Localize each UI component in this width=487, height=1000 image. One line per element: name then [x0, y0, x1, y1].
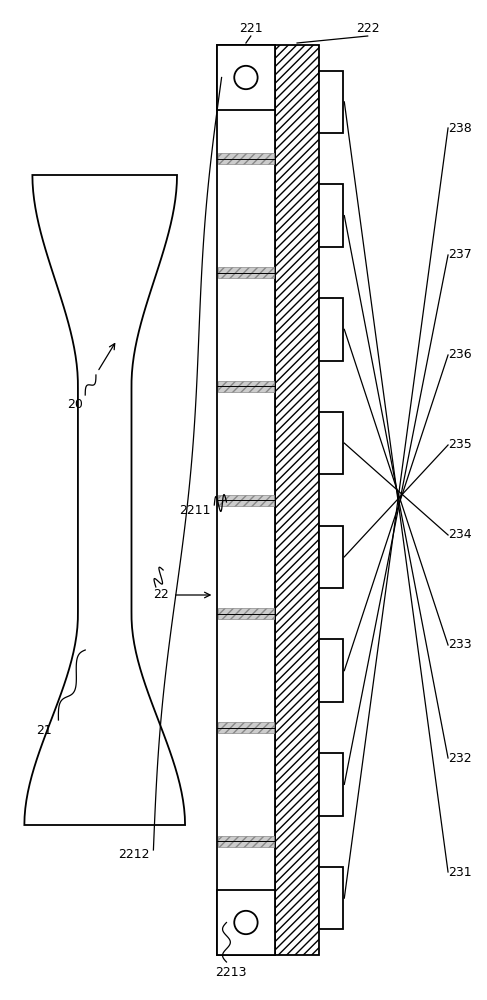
- Ellipse shape: [234, 911, 258, 934]
- Bar: [218, 267, 274, 278]
- Text: 222: 222: [356, 21, 379, 34]
- Bar: [319, 526, 343, 588]
- Text: 236: 236: [449, 349, 472, 361]
- Bar: [218, 836, 274, 847]
- Text: 21: 21: [36, 724, 52, 736]
- Bar: [319, 71, 343, 133]
- Text: 22: 22: [153, 588, 169, 601]
- Bar: [319, 753, 343, 816]
- Bar: [217, 45, 275, 110]
- Bar: [217, 45, 275, 955]
- Bar: [319, 412, 343, 474]
- Bar: [218, 722, 274, 733]
- Bar: [218, 608, 274, 619]
- Bar: [319, 867, 343, 929]
- Bar: [217, 890, 275, 955]
- Text: 233: 233: [449, 639, 472, 652]
- Text: 221: 221: [239, 21, 262, 34]
- Polygon shape: [24, 175, 185, 825]
- Bar: [319, 184, 343, 247]
- Text: 2212: 2212: [118, 848, 150, 861]
- Ellipse shape: [234, 66, 258, 89]
- Text: 238: 238: [449, 121, 472, 134]
- Text: 237: 237: [449, 248, 472, 261]
- Text: 2213: 2213: [216, 966, 247, 978]
- Bar: [218, 153, 274, 164]
- Text: 235: 235: [449, 438, 472, 452]
- Bar: [275, 45, 319, 955]
- Bar: [218, 495, 274, 506]
- Text: 20: 20: [68, 398, 83, 412]
- Bar: [319, 639, 343, 702]
- Text: 234: 234: [449, 528, 472, 542]
- Bar: [319, 298, 343, 361]
- Text: 232: 232: [449, 752, 472, 764]
- Text: 2211: 2211: [179, 504, 210, 516]
- Bar: [218, 381, 274, 392]
- Text: 231: 231: [449, 865, 472, 879]
